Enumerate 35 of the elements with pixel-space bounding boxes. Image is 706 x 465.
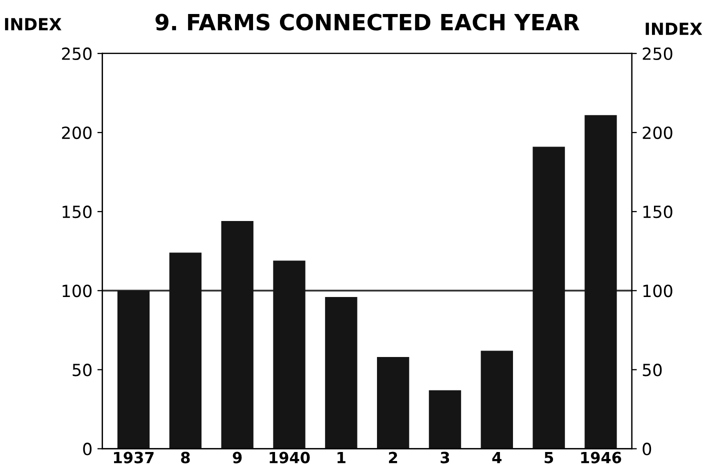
y-tick-label: 0 <box>83 442 92 456</box>
x-tick-label: 1946 <box>581 452 622 464</box>
bar <box>169 252 202 449</box>
y2-axis-title: INDEX <box>646 22 702 35</box>
bar <box>376 357 410 449</box>
bar <box>117 290 150 449</box>
bar <box>325 296 358 449</box>
y2-tick-label: 100 <box>643 284 672 298</box>
bar <box>480 350 513 449</box>
y2-tick-label: 50 <box>642 364 662 376</box>
y-axis-title: INDEX <box>5 18 62 30</box>
y-tick-label: 250 <box>62 47 92 60</box>
x-tick-label: 9 <box>232 452 242 464</box>
y2-tick-label: 200 <box>642 126 672 140</box>
chart-title: 9. FARMS CONNECTED EACH YEAR <box>156 14 580 31</box>
bar <box>584 115 617 449</box>
x-tick-label: 8 <box>181 452 190 464</box>
x-tick-label: 3 <box>440 452 450 464</box>
y2-tick-label: 150 <box>643 206 672 218</box>
x-tick-label: 1 <box>338 452 346 464</box>
x-tick-label: 5 <box>544 452 554 464</box>
x-tick-label: 1937 <box>114 452 154 464</box>
y-tick-label: 50 <box>72 364 92 376</box>
y-tick-label: 100 <box>62 284 92 298</box>
x-tick-label: 2 <box>388 452 398 464</box>
bar <box>273 260 306 449</box>
bar <box>428 390 462 449</box>
bar <box>221 221 254 449</box>
x-tick-label: 4 <box>492 452 502 464</box>
y-tick-label: 200 <box>62 126 92 140</box>
y2-tick-label: 0 <box>642 442 652 456</box>
y2-tick-label: 250 <box>642 47 672 60</box>
x-tick-label: 1940 <box>270 452 310 464</box>
bar <box>532 146 565 449</box>
y-tick-label: 150 <box>62 206 92 218</box>
